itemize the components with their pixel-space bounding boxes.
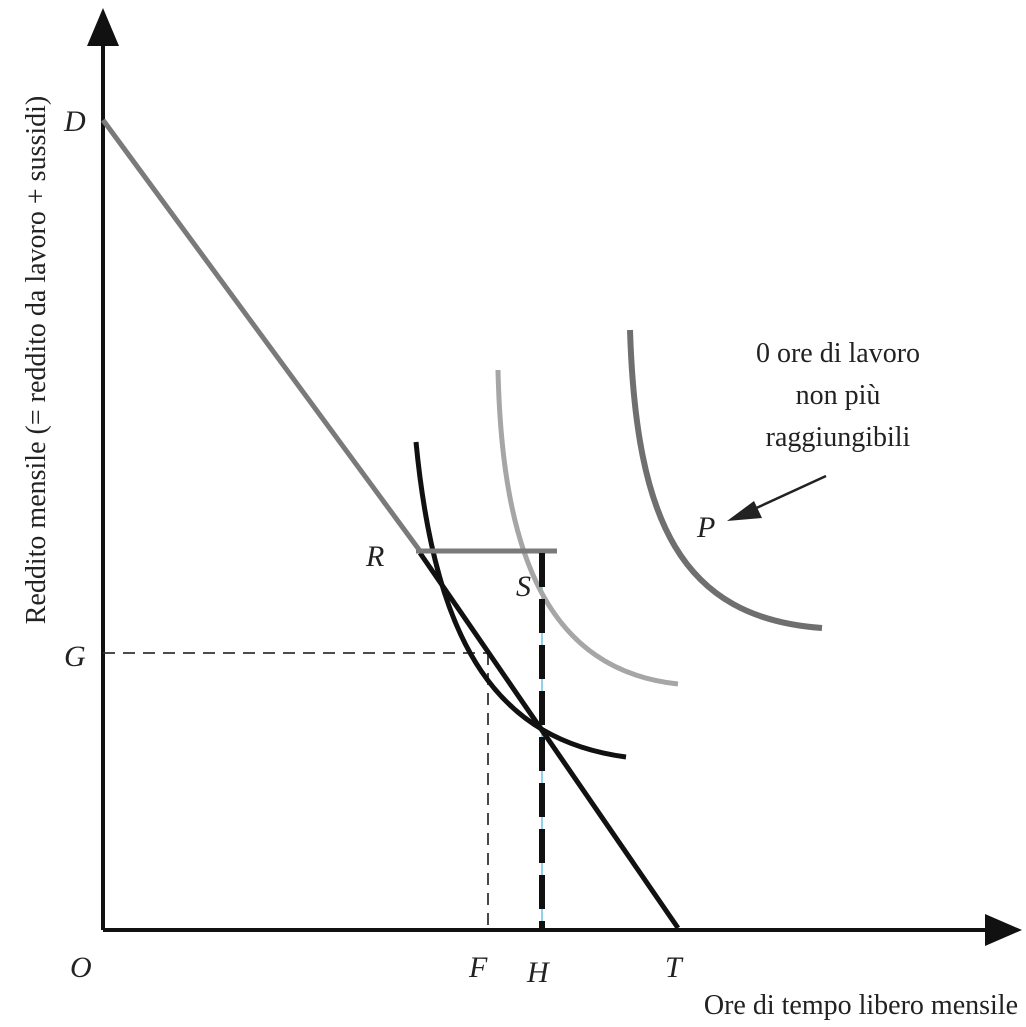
guide-lines [103,652,489,928]
annotation-arrow [727,474,827,521]
label-h: H [526,956,551,989]
annotation-line-3: raggiungibili [766,422,911,453]
label-g: G [64,640,86,673]
indifference-curve-low [413,441,627,760]
x-axis-title: Ore di tempo libero mensile [704,990,1018,1021]
axes [87,8,1022,946]
budget-lines [100,118,681,930]
label-o: O [70,951,92,984]
label-f: F [468,951,488,984]
label-s: S [516,570,531,603]
y-axis-title: Reddito mensile (= reddito da lavoro + s… [21,96,52,625]
point-labels: D G O F H T R S P [63,105,715,989]
indifference-curves [413,329,823,760]
label-p: P [696,511,715,544]
budget-line-old-upper [100,118,423,553]
indifference-curve-mid [495,369,679,687]
y-axis-arrowhead [87,8,119,46]
annotation-line-1: 0 ore di lavoro [756,338,920,369]
label-t: T [665,951,684,984]
label-d: D [63,105,86,138]
indifference-curve-high [627,329,823,631]
annotation-line-2: non più [796,380,881,411]
annotation-text: 0 ore di lavoro non più raggiungibili [756,338,920,453]
annotation-arrow-head [727,501,762,521]
x-axis-arrowhead [985,914,1022,946]
annotation-arrow-shaft [751,474,827,512]
budget-line-new-lower [417,551,681,930]
label-r: R [365,540,384,573]
